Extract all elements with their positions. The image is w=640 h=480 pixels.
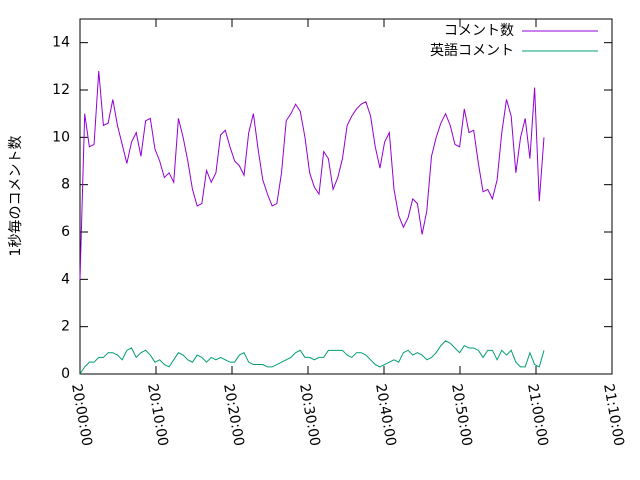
legend-label: コメント数: [444, 23, 514, 39]
plot-frame: [79, 18, 613, 375]
series-line: [79, 71, 545, 280]
y-tick-label: 8: [61, 177, 70, 193]
y-tick-label: 4: [61, 271, 70, 287]
y-tick-label: 10: [52, 129, 70, 145]
x-tick-label: 21:00:00: [524, 383, 551, 448]
x-tick-label: 20:30:00: [296, 383, 323, 448]
y-tick-label: 2: [61, 319, 70, 335]
x-tick-label: 20:20:00: [220, 383, 247, 448]
y-axis-label: 1秒毎のコメント数: [8, 136, 24, 257]
x-tick-label: 20:10:00: [144, 383, 171, 448]
legend-label: 英語コメント: [430, 42, 514, 59]
x-tick-label: 20:00:00: [68, 383, 95, 448]
x-tick-label: 20:40:00: [372, 383, 399, 448]
x-tick-label: 21:10:00: [600, 383, 627, 448]
y-tick-label: 0: [61, 366, 70, 382]
y-tick-label: 14: [52, 35, 70, 51]
y-tick-label: 12: [52, 82, 70, 98]
y-tick-label: 6: [61, 224, 70, 240]
series-line: [79, 340, 545, 375]
x-tick-label: 20:50:00: [448, 383, 475, 448]
